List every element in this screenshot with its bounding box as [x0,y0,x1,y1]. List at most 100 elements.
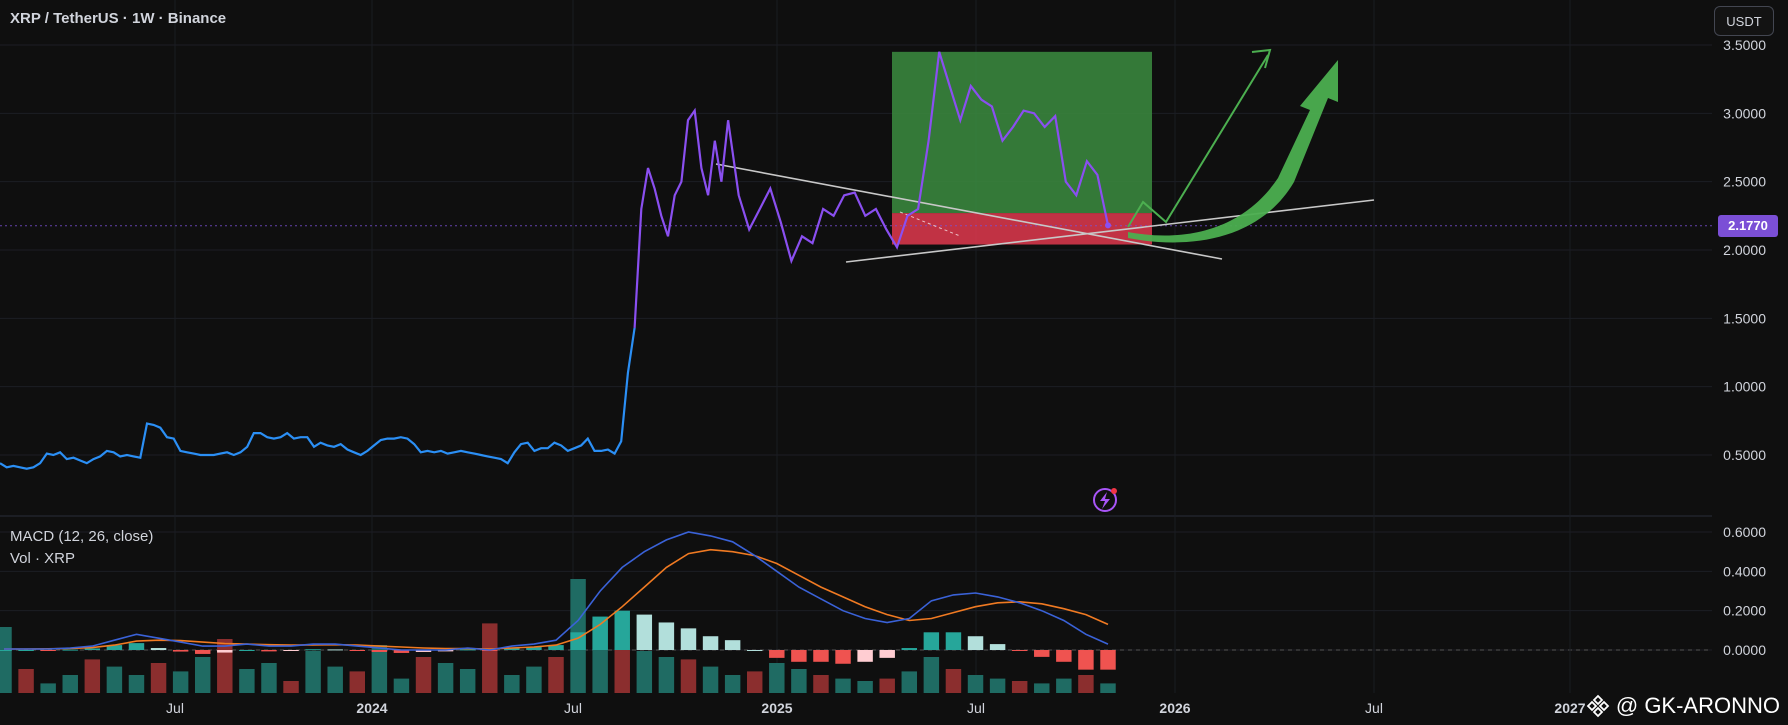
volume-bar [150,663,167,693]
histogram-bar [327,649,343,651]
price-tick-label: 0.5000 [1723,447,1766,463]
histogram-bar [84,648,101,650]
position-zones [0,51,1712,245]
histogram-bar [217,650,233,653]
alert-icon[interactable] [1093,488,1117,512]
time-tick-label: Jul [1365,700,1383,716]
currency-button[interactable]: USDT [1714,6,1774,36]
volume-bar [194,657,211,693]
chart-title: XRP / TetherUS · 1W · Binance [10,10,227,27]
histogram-bar [305,649,321,651]
volume-bar [217,639,233,693]
stop-zone [892,213,1152,245]
histogram-bar [459,649,476,651]
histogram-bar [18,650,34,651]
histogram-bar [194,650,211,654]
histogram-bar [548,645,564,650]
volume-bar [172,671,189,693]
time-tick-label: 2027 [1554,700,1585,716]
volume-bar [658,657,675,693]
entry-guide [899,211,961,237]
price-tick-label: 3.5000 [1723,37,1766,53]
volume-bar [813,675,829,693]
histogram-bar [967,636,984,650]
binance-diamond-icon [1586,694,1610,718]
histogram-bar [106,645,123,650]
watermark: @ GK-ARONNO [1586,693,1780,719]
volume-bar [40,683,56,693]
histogram-bar [1011,650,1028,651]
time-tick-label: 2025 [761,700,792,716]
volume-bar [415,657,432,693]
volume-bar [526,666,542,693]
volume-bar [106,666,123,693]
histogram-bar [702,636,719,650]
volume-bar [393,678,410,693]
volume-legend[interactable]: Vol · XRP [10,550,76,567]
time-tick-label: Jul [967,700,985,716]
volume-bar [128,675,145,693]
histogram-bar [128,643,145,650]
histogram-bar [172,650,189,652]
macd-line [4,531,1109,651]
volume-bar [84,659,101,693]
volume-bar [1078,675,1094,693]
volume-bar [305,651,321,693]
histogram-bar [1078,650,1094,670]
time-tick-label: Jul [166,700,184,716]
histogram-bar [349,650,366,651]
histogram-bar [835,650,851,664]
volume-bar [1056,678,1072,693]
histogram-bar [0,650,12,651]
volume-bar [548,657,564,693]
volume-bar [0,627,12,693]
macd-legend[interactable]: MACD (12, 26, close) [10,528,154,545]
histogram-bar [769,650,785,658]
price-tick-label: 2.0000 [1723,242,1766,258]
histogram-bar [1034,650,1050,657]
histogram-bar [614,610,630,650]
price-line-purple [727,51,1110,265]
projection-arrows [1127,48,1338,243]
histogram-bar [415,650,432,652]
histogram-bar [239,650,255,651]
projection-arrowhead [1251,48,1272,69]
volume-bar [504,675,520,693]
histogram-bar [901,648,918,650]
macd-tick-label: 0.2000 [1723,603,1766,619]
volume-bar [371,645,388,693]
histogram-bar [1100,650,1116,670]
histogram-bar [526,647,542,650]
time-tick-label: 2024 [356,700,387,716]
volume-bar [349,671,366,693]
volume-bar [1011,681,1028,693]
volume-bar [1034,683,1050,693]
volume-bar [283,681,299,693]
volume-bar [482,623,498,693]
ascending-trendline [845,199,1375,263]
volume-bar [945,669,962,693]
volume-bar [1100,683,1116,693]
price-line-blue [0,327,636,470]
volume-bar [835,678,851,693]
price-line-purple [633,107,730,328]
volume-bar [724,675,741,693]
volume-bar [923,657,940,693]
price-tick-label: 2.5000 [1723,174,1766,190]
last-price-tag: 2.1770 [1718,215,1778,237]
grid [0,0,1712,693]
histogram-bar [40,650,56,651]
last-price-dot [1105,222,1111,229]
watermark-text: @ GK-ARONNO [1615,693,1780,718]
histogram-bar [658,622,675,650]
price-tick-label: 1.0000 [1723,379,1766,395]
histogram-bar [150,648,167,650]
price-axis[interactable]: 3.5000 3.0000 2.5000 2.0000 1.5000 1.0000 0.50… [1723,37,1766,658]
histogram-bar [680,628,697,650]
signal-line [4,548,1109,650]
histogram-bar [989,644,1006,650]
volume-bar [702,666,719,693]
time-axis[interactable]: Jul 2024 Jul 2025 Jul 2026 Jul 2027 [166,700,1586,716]
volume-bar [62,675,78,693]
